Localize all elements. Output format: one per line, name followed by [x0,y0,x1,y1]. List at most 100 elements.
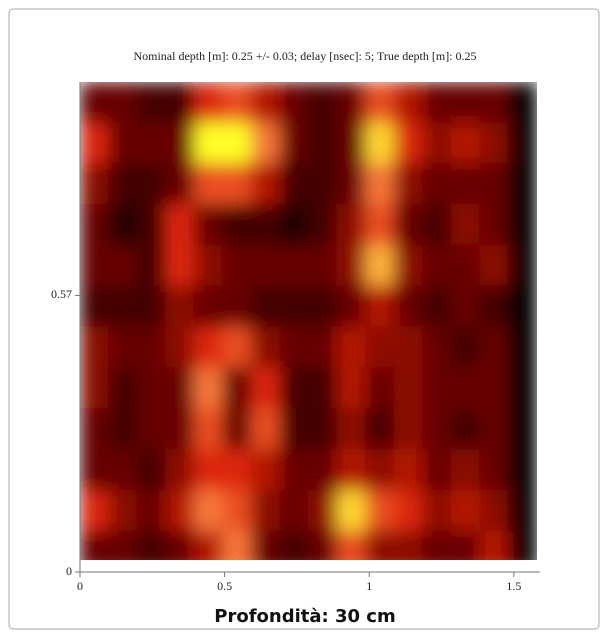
heatmap-cell [136,163,167,205]
heatmap-cell [450,163,481,205]
heatmap-cell [136,449,167,491]
heatmap-cell [193,367,224,410]
heatmap-cell [365,326,395,369]
heatmap-cell [479,449,509,491]
heatmap-cell [479,82,509,124]
y-tick-label: 0 [66,564,72,578]
heatmap-cell [250,285,281,328]
heatmap-cell [365,449,395,491]
heatmap-cell [279,489,309,532]
heatmap-cell [393,530,424,560]
heatmap-cell [479,367,509,410]
heatmap-cell [136,326,167,369]
heatmap-cell [365,204,395,246]
heatmap-cell [80,163,110,205]
heatmap-cell [479,326,509,369]
heatmap-cell [108,244,138,287]
heatmap-cell [108,449,138,491]
heatmap-cell [80,244,110,287]
heatmap-cell [365,122,395,165]
heatmap-cell [507,530,537,560]
heatmap-cell [479,285,509,328]
heatmap-cell [422,408,452,450]
heatmap-cell [308,244,338,287]
heatmap-cell [365,82,395,124]
heatmap-cell [336,530,367,560]
heatmap-cell [308,82,338,124]
heatmap-cell [222,449,252,491]
heatmap-cell [393,489,424,532]
heatmap-cell [308,285,338,328]
heatmap-cell [450,489,481,532]
heatmap-cell [165,489,195,532]
heatmap-cell [336,489,367,532]
heatmap-cell [222,163,252,205]
heatmap-cell [336,82,367,124]
heatmap-cell [222,82,252,124]
heatmap-cell [250,244,281,287]
heatmap-cell [250,122,281,165]
heatmap-cell [308,367,338,410]
heatmap-cell [393,408,424,450]
heatmap-cell [279,82,309,124]
heatmap-cell [393,163,424,205]
heatmap-cell [507,367,537,410]
heatmap-cell [450,82,481,124]
heatmap-cell [165,122,195,165]
heatmap-cell [222,489,252,532]
heatmap-cell [165,204,195,246]
x-tick-label: 0 [77,579,83,593]
heatmap-cell [507,449,537,491]
heatmap-cell [80,285,110,328]
y-tick-label: 0.57 [51,287,72,301]
heatmap-cell [250,326,281,369]
heatmap-cell [222,244,252,287]
heatmap-cell [80,530,110,560]
heatmap-cell [136,82,167,124]
heatmap-cell [165,82,195,124]
heatmap-cell [80,449,110,491]
heatmap-cell [393,122,424,165]
heatmap-cell [507,244,537,287]
heatmap-cell [136,285,167,328]
heatmap-cell [250,408,281,450]
heatmap-cell [393,326,424,369]
heatmap-cell [479,163,509,205]
heatmap-cell [250,449,281,491]
heatmap-cell [80,204,110,246]
heatmap-cell [80,122,110,165]
heatmap-cell [450,326,481,369]
heatmap-cell [250,204,281,246]
heatmap-cell [479,204,509,246]
heatmap-cell [422,530,452,560]
heatmap-cell [193,408,224,450]
heatmap-cell [365,367,395,410]
heatmap-cell [108,326,138,369]
heatmap-cell [80,367,110,410]
heatmap-cell [165,163,195,205]
heatmap-cell [136,367,167,410]
heatmap-cell [193,489,224,532]
heatmap-cell [365,285,395,328]
heatmap-cell [422,122,452,165]
heatmap-cell [479,489,509,532]
heatmap-cell [308,163,338,205]
x-tick-label: 1 [366,579,372,593]
heatmap-cell [80,82,110,124]
heatmap-cell [308,489,338,532]
heatmap-cell [507,489,537,532]
heatmap-cell [365,530,395,560]
heatmap-cell [393,204,424,246]
heatmap-cell [222,122,252,165]
heatmap-cell [422,449,452,491]
heatmap-cell [336,367,367,410]
heatmap-cell [336,122,367,165]
heatmap-cell [336,326,367,369]
heatmap-cell [222,367,252,410]
heatmap-cell [365,163,395,205]
heatmap-cell [136,408,167,450]
heatmap-cell [507,163,537,205]
heatmap-cell [393,244,424,287]
heatmap-cell [279,163,309,205]
